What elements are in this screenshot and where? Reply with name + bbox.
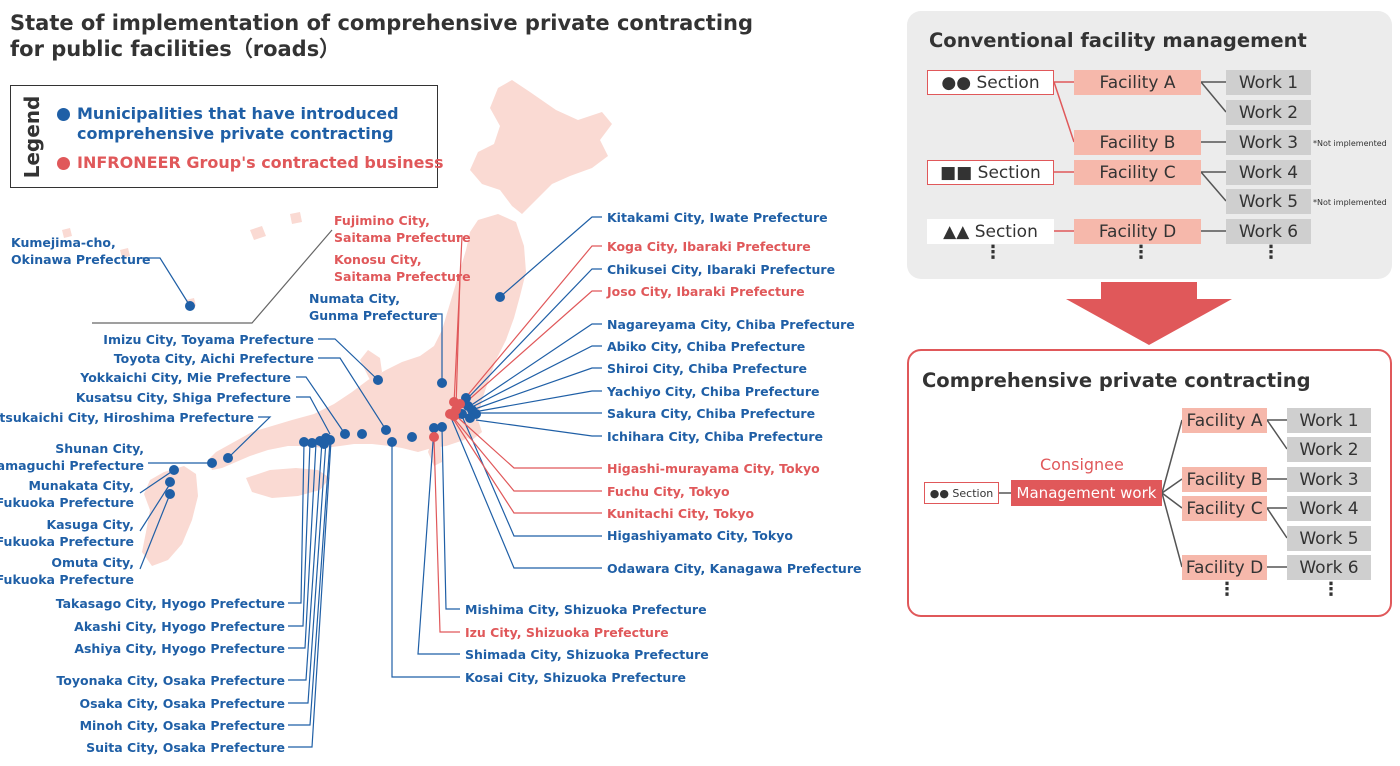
comp-work-5: Work 5 <box>1287 526 1371 551</box>
label-sakura: Sakura City, Chiba Prefecture <box>607 406 816 421</box>
conv-work-4: Work 4 <box>1226 160 1311 185</box>
comp-facility-b: Facility B <box>1182 467 1267 492</box>
legend: Legend Municipalities that have introduc… <box>10 85 444 188</box>
label-hatsukaichi: Hatsukaichi City, Hiroshima Prefecture <box>0 410 254 425</box>
label-yokkaichi: Yokkaichi City, Mie Prefecture <box>80 370 291 385</box>
comprehensive-title: Comprehensive private contracting <box>922 369 1311 392</box>
label-shimada: Shimada City, Shizuoka Prefecture <box>465 647 709 662</box>
label-takasago: Takasago City, Hyogo Prefecture <box>55 596 285 611</box>
label-izu: Izu City, Shizuoka Prefecture <box>465 625 669 640</box>
consignee-label: Consignee <box>1040 455 1124 474</box>
label-abiko: Abiko City, Chiba Prefecture <box>607 339 806 354</box>
comp-work-4: Work 4 <box>1287 496 1371 521</box>
label-koga: Koga City, Ibaraki Prefecture <box>607 239 811 254</box>
label-akashi: Akashi City, Hyogo Prefecture <box>74 619 285 634</box>
label-chikusei: Chikusei City, Ibaraki Prefecture <box>607 262 836 277</box>
management-work-box: Management work <box>1011 480 1162 506</box>
comp-more-facilities-icon: ⋮ <box>1218 579 1236 600</box>
conv-section-3: ▲▲ Section <box>927 219 1054 244</box>
label-odawara: Odawara City, Kanagawa Prefecture <box>607 561 862 576</box>
conv-work-2: Work 2 <box>1226 100 1311 125</box>
label-kunitachi: Kunitachi City, Tokyo <box>607 506 755 521</box>
transition-arrow <box>1066 282 1232 345</box>
legend-red-text: INFRONEER Group's contracted business <box>77 153 444 172</box>
note-work-5: *Not implemented <box>1313 198 1387 207</box>
comp-more-works-icon: ⋮ <box>1322 579 1340 600</box>
comp-facility-d: Facility D <box>1182 555 1267 580</box>
label-munakata: Munakata City, Fukuoka Prefecture <box>0 478 134 510</box>
label-nagareyama: Nagareyama City, Chiba Prefecture <box>607 317 855 332</box>
label-kusatsu: Kusatsu City, Shiga Prefecture <box>75 390 291 405</box>
conv-work-3: Work 3 <box>1226 130 1311 155</box>
label-higashimurayama: Higashi-murayama City, Tokyo <box>607 461 820 476</box>
conv-facility-c: Facility C <box>1074 160 1201 185</box>
label-kosai: Kosai City, Shizuoka Prefecture <box>465 670 686 685</box>
label-ichihara: Ichihara City, Chiba Prefecture <box>607 429 823 444</box>
conv-more-works-icon: ⋮ <box>1262 242 1280 263</box>
conv-more-facilities-icon: ⋮ <box>1132 242 1150 263</box>
label-yachiyo: Yachiyo City, Chiba Prefecture <box>607 384 820 399</box>
label-numata: Numata City, Gunma Prefecture <box>309 291 438 323</box>
label-fuchu: Fuchu City, Tokyo <box>607 484 730 499</box>
conventional-title: Conventional facility management <box>929 29 1307 52</box>
label-kitakami: Kitakami City, Iwate Prefecture <box>607 210 828 225</box>
conv-more-sections-icon: ⋮ <box>984 242 1002 263</box>
comp-section: ●● Section <box>924 482 999 504</box>
blue-leader-lines <box>139 216 602 748</box>
label-mishima: Mishima City, Shizuoka Prefecture <box>465 602 707 617</box>
label-imizu: Imizu City, Toyama Prefecture <box>103 332 314 347</box>
label-konosu: Konosu City, Saitama Prefecture <box>334 252 471 284</box>
title-line-1: State of implementation of comprehensive… <box>10 11 754 35</box>
label-minoh: Minoh City, Osaka Prefecture <box>79 718 285 733</box>
comp-work-2: Work 2 <box>1287 437 1371 462</box>
conv-section-1: ●● Section <box>927 70 1054 95</box>
label-shiroi: Shiroi City, Chiba Prefecture <box>607 361 808 376</box>
red-dots <box>429 397 465 442</box>
comp-work-6: Work 6 <box>1287 555 1371 580</box>
blue-dots <box>165 292 505 499</box>
label-suita: Suita City, Osaka Prefecture <box>86 740 285 755</box>
blue-dot-icon <box>57 108 70 121</box>
comp-facility-c: Facility C <box>1182 496 1267 521</box>
note-work-3: *Not implemented <box>1313 139 1387 148</box>
conv-work-5: Work 5 <box>1226 189 1311 214</box>
comp-facility-a: Facility A <box>1182 408 1267 433</box>
conv-facility-b: Facility B <box>1074 130 1201 155</box>
label-osaka: Osaka City, Osaka Prefecture <box>79 696 285 711</box>
label-kumejima: Kumejima-cho, Okinawa Prefecture <box>11 235 151 267</box>
label-kasuga: Kasuga City, Fukuoka Prefecture <box>0 517 134 549</box>
comp-work-1: Work 1 <box>1287 408 1371 433</box>
title-line-2: for public facilities（roads） <box>10 37 341 61</box>
label-ashiya: Ashiya City, Hyogo Prefecture <box>74 641 285 656</box>
label-toyota: Toyota City, Aichi Prefecture <box>113 351 314 366</box>
comp-work-3: Work 3 <box>1287 467 1371 492</box>
label-toyonaka: Toyonaka City, Osaka Prefecture <box>56 673 285 688</box>
japan-map <box>62 80 612 748</box>
conv-work-6: Work 6 <box>1226 219 1311 244</box>
label-joso: Joso City, Ibaraki Prefecture <box>607 284 805 299</box>
legend-blue-text-1: Municipalities that have introduced <box>77 104 399 123</box>
label-higashiyamato: Higashiyamato City, Tokyo <box>607 528 793 543</box>
label-shunan: Shunan City, Yamaguchi Prefecture <box>0 441 144 473</box>
inset-divider <box>92 229 333 324</box>
red-leader-lines <box>433 235 602 633</box>
label-fujimino: Fujimino City, Saitama Prefecture <box>334 213 471 245</box>
conv-facility-d: Facility D <box>1074 219 1201 244</box>
label-omuta: Omuta City, Fukuoka Prefecture <box>0 555 134 587</box>
page-title: State of implementation of comprehensive… <box>10 10 753 62</box>
conv-work-1: Work 1 <box>1226 70 1311 95</box>
conv-facility-a: Facility A <box>1074 70 1201 95</box>
conv-section-2: ■■ Section <box>927 160 1054 185</box>
red-dot-icon <box>57 157 70 170</box>
legend-blue-text-2: comprehensive private contracting <box>77 124 394 143</box>
